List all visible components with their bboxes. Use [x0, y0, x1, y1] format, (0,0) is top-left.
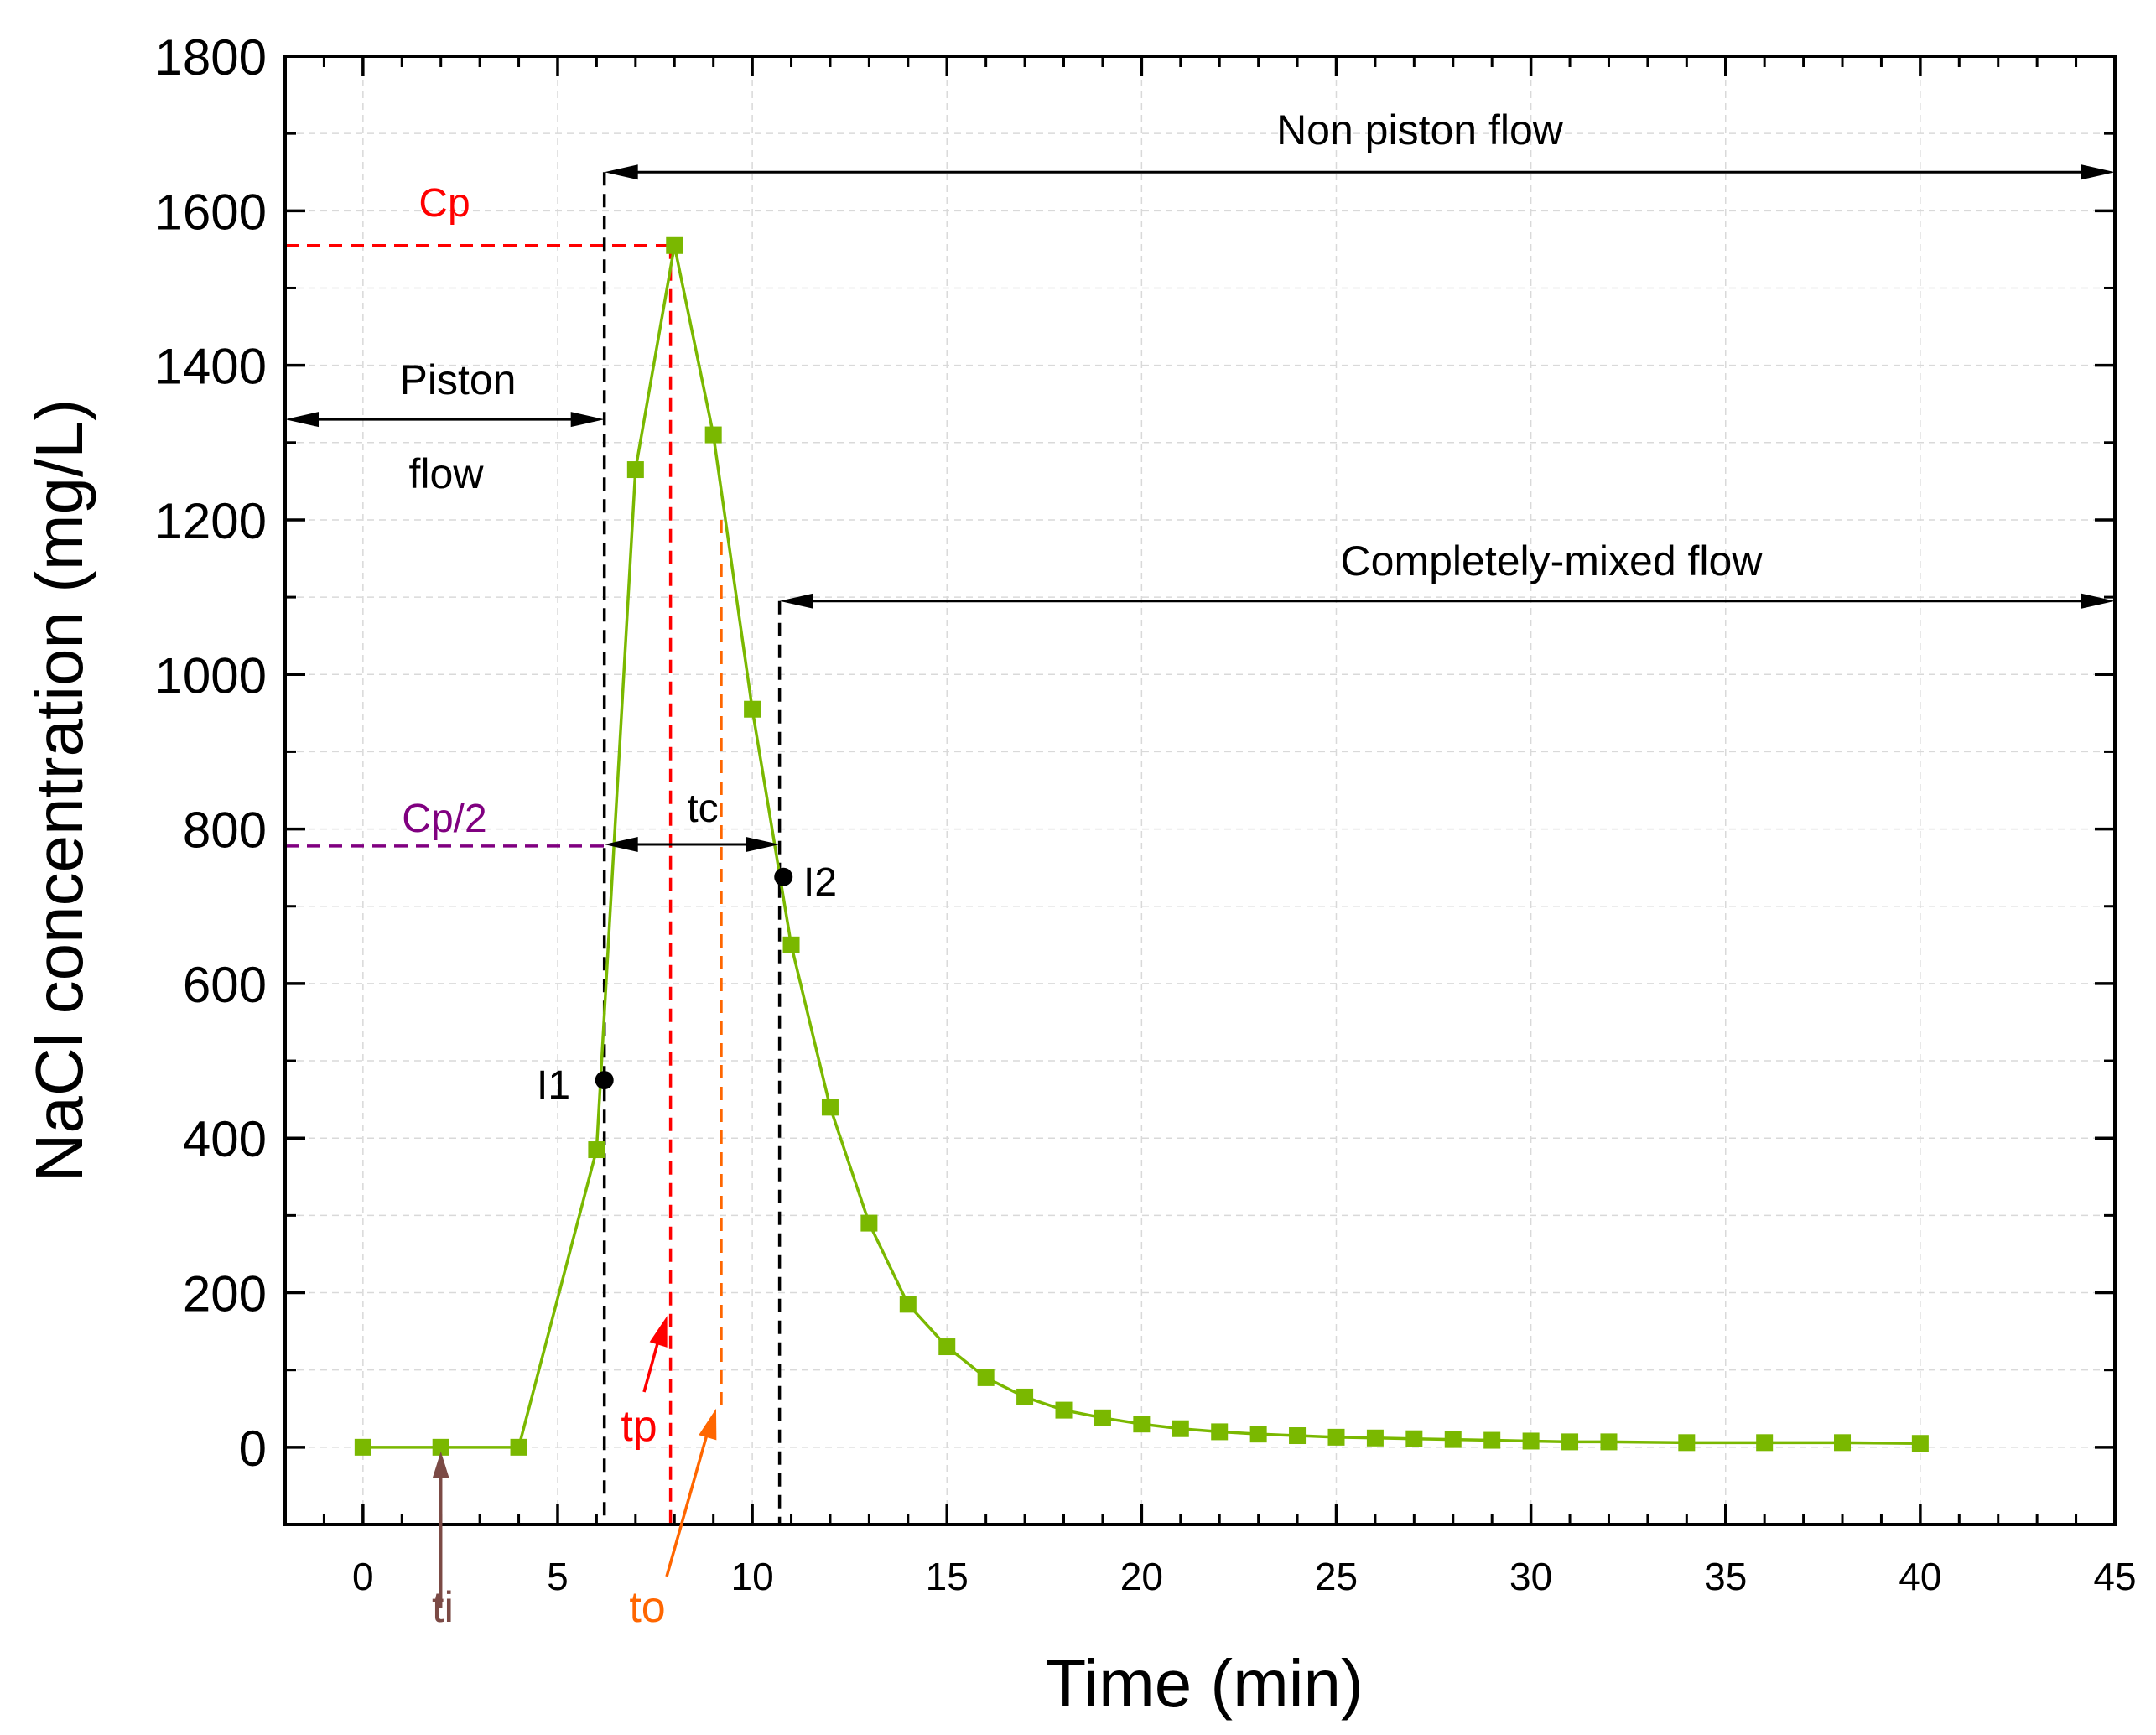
tc-arrow-head-right	[746, 837, 780, 853]
data-point	[899, 1296, 917, 1313]
data-point	[1405, 1430, 1423, 1447]
data-point	[1172, 1420, 1189, 1437]
data-point	[1133, 1416, 1151, 1433]
data-point	[1289, 1427, 1307, 1445]
tp-label: tp	[621, 1402, 657, 1451]
y-tick-label: 1000	[155, 647, 267, 704]
data-point	[1249, 1426, 1267, 1443]
data-point	[977, 1369, 995, 1386]
x-tick-label: 40	[1899, 1555, 1941, 1598]
y-tick-label: 600	[183, 957, 267, 1013]
non-piston-flow-arrow-head-right	[2081, 164, 2115, 180]
annotation-arrows	[285, 164, 2115, 1608]
tc-arrow-head-left	[604, 837, 638, 853]
x-axis-title: Time (min)	[1045, 1646, 1363, 1721]
data-point	[432, 1438, 449, 1456]
data-point	[1911, 1435, 1929, 1452]
non-piston-flow-label: Non piston flow	[1276, 106, 1564, 153]
y-tick-label: 1400	[155, 339, 267, 395]
y-tick-label: 0	[239, 1421, 267, 1477]
x-tick-label: 20	[1120, 1555, 1163, 1598]
data-point	[626, 461, 644, 479]
axis-ticks	[285, 55, 2117, 1526]
data-point	[1444, 1431, 1462, 1448]
y-tick-label: 1800	[155, 29, 267, 86]
series-line	[362, 244, 1920, 1449]
piston-label-line1: Piston	[400, 356, 517, 403]
x-tick-label: 45	[2093, 1555, 2136, 1598]
data-point	[1327, 1428, 1345, 1446]
to-pointer-line	[665, 1428, 710, 1577]
y-tick-label: 1200	[155, 493, 267, 549]
piston-flow-arrow-head-left	[285, 412, 319, 428]
cp-label: Cp	[418, 181, 470, 226]
to-label: to	[629, 1583, 665, 1632]
data-point	[1094, 1409, 1111, 1426]
reference-lines	[285, 172, 782, 1525]
data-point	[510, 1438, 527, 1456]
piston-flow-arrow-head-right	[570, 412, 605, 428]
data-point	[1678, 1434, 1696, 1452]
data-point	[1366, 1429, 1384, 1447]
data-point	[1016, 1388, 1034, 1405]
labels: 0 5 10 15 20 25 30 35 40 45 0 200 400 600 800 1000 1200 1…	[22, 29, 2137, 1721]
data-point	[1756, 1434, 1774, 1452]
non-piston-flow-arrow-head-left	[604, 164, 638, 180]
plot-frame	[283, 55, 2117, 1526]
data-point	[1834, 1434, 1852, 1452]
data-point	[744, 700, 761, 718]
y-tick-label: 1600	[155, 184, 267, 240]
data-point	[938, 1338, 956, 1356]
data-point	[354, 1438, 371, 1456]
data-point	[821, 1099, 839, 1116]
piston-label-line2: flow	[409, 450, 485, 497]
inflection-point-i2	[774, 867, 793, 886]
grid	[285, 55, 2116, 1525]
data-point	[860, 1214, 878, 1232]
y-tick-label: 400	[183, 1111, 267, 1167]
data-point	[1055, 1401, 1073, 1419]
data-point	[1600, 1433, 1618, 1451]
x-tick-label: 30	[1509, 1555, 1552, 1598]
i2-label: I2	[803, 860, 837, 905]
data-series	[354, 236, 1929, 1456]
ti-label: ti	[432, 1583, 454, 1632]
y-tick-label: 800	[183, 803, 267, 859]
y-tick-label: 200	[183, 1266, 267, 1322]
tp-pointer-head	[649, 1316, 668, 1348]
data-point	[1211, 1423, 1229, 1441]
tc-label: tc	[687, 787, 718, 831]
data-point	[1483, 1431, 1501, 1449]
x-tick-label: 10	[731, 1555, 774, 1598]
x-tick-label: 25	[1315, 1555, 1358, 1598]
y-axis-title: NaCl concentration (mg/L)	[22, 399, 96, 1182]
completely-mixed-flow-label: Completely-mixed flow	[1341, 538, 1764, 584]
cp-half-label: Cp/2	[402, 797, 486, 841]
ti-pointer-head	[432, 1451, 449, 1478]
data-point	[704, 426, 722, 444]
completely-mixed-flow-arrow-head-left	[779, 593, 813, 609]
x-tick-label: 0	[352, 1555, 374, 1598]
inflection-point-i1	[595, 1071, 614, 1090]
data-point	[1522, 1432, 1540, 1450]
data-point	[782, 936, 800, 953]
x-tick-label: 5	[547, 1555, 569, 1598]
plot-border	[283, 55, 2117, 1526]
x-tick-label: 35	[1704, 1555, 1747, 1598]
x-tick-label: 15	[926, 1555, 969, 1598]
data-point	[666, 236, 683, 254]
data-point	[588, 1141, 605, 1159]
completely-mixed-flow-arrow-head-right	[2081, 593, 2115, 609]
to-pointer-head	[699, 1408, 717, 1441]
data-point	[1561, 1433, 1579, 1451]
i1-label: I1	[537, 1063, 570, 1108]
